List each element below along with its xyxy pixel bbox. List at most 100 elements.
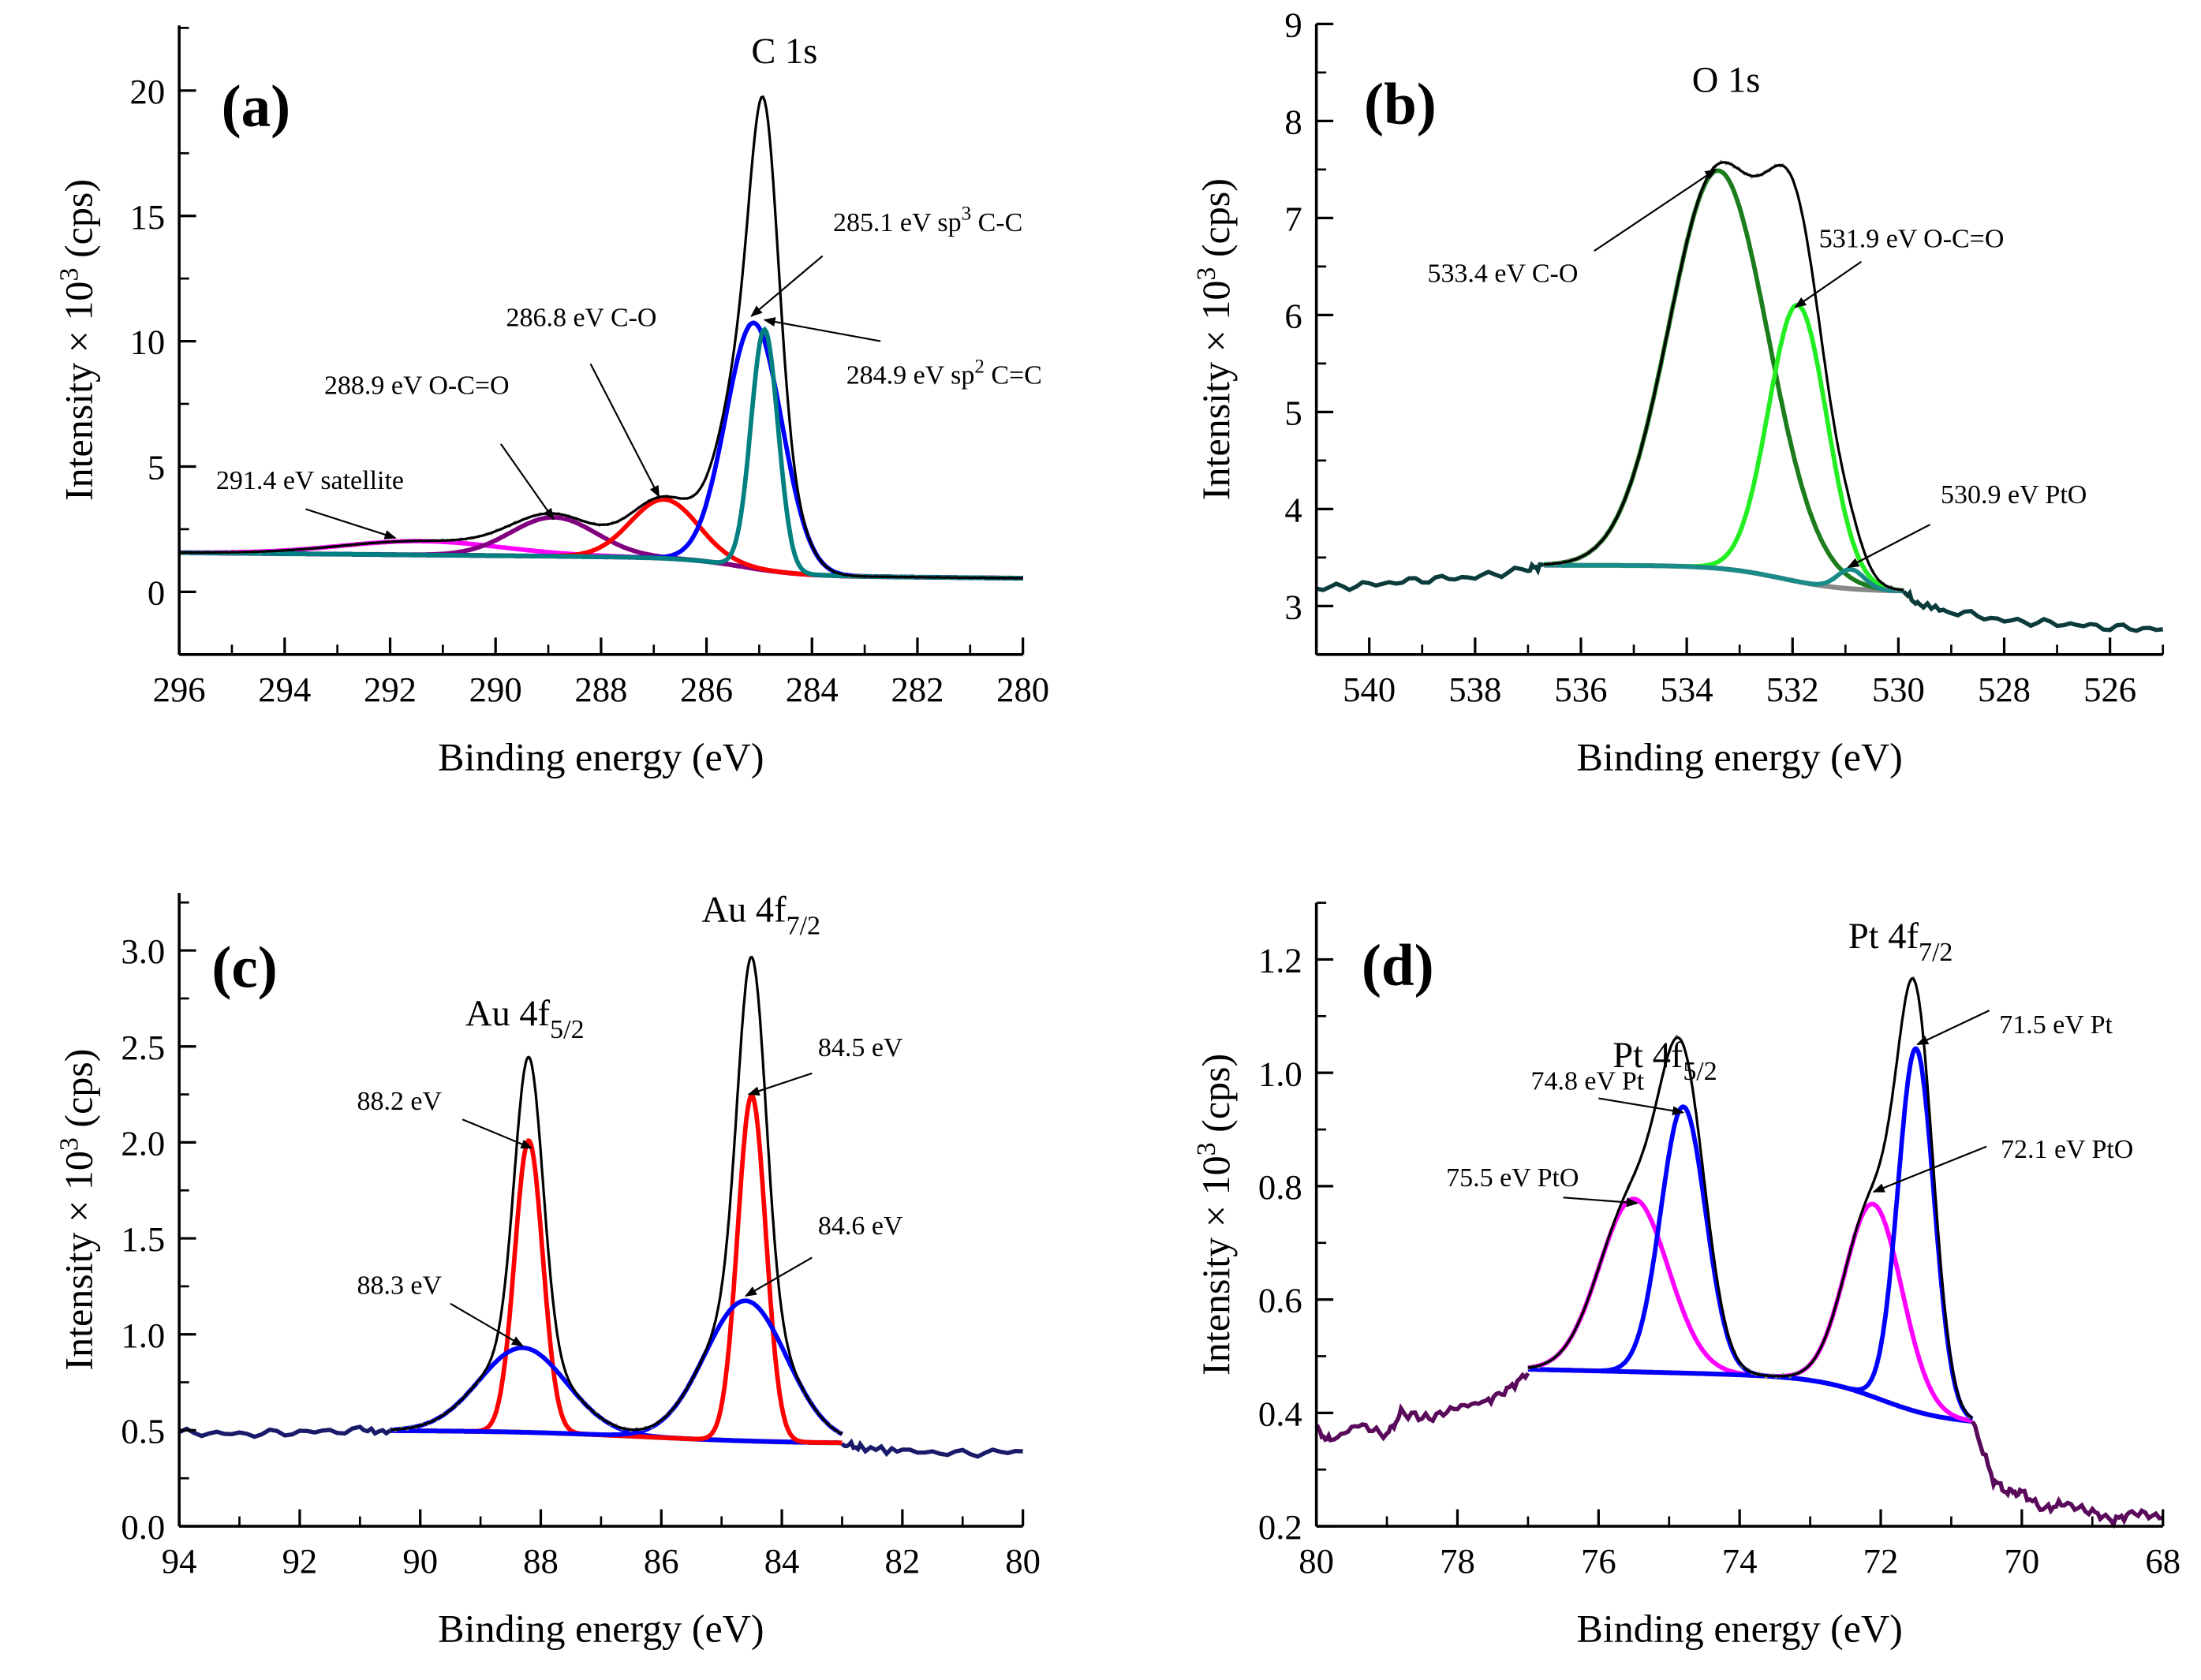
- panel-b: 540 538 536 534 532 530 528 526 3 4 5 6 7 8 9 Binding e…: [1192, 5, 2165, 778]
- x-tick-label: 288: [574, 670, 627, 709]
- y-axis-title-sup: 3: [54, 268, 84, 282]
- annotation-arrow: [450, 1302, 524, 1347]
- annotation-arrow: [1594, 168, 1717, 252]
- y-tick-label: 1.0: [121, 1316, 165, 1355]
- x-tick-label: 540: [1343, 670, 1396, 709]
- y-axis-title: Intensity × 103 (cps): [54, 179, 100, 501]
- annotation-label: 74.8 eV Pt: [1530, 1067, 1644, 1096]
- y-tick-label: 5: [1284, 393, 1302, 432]
- peak-subtitle-sub: 5/2: [550, 1015, 584, 1044]
- x-tick-label: 286: [680, 670, 733, 709]
- x-tick-label: 90: [402, 1541, 438, 1581]
- raw-data-line: [1527, 976, 1973, 1420]
- component-peak-3: [390, 1298, 843, 1437]
- y-tick-label: 3: [1284, 587, 1302, 626]
- annotation-part: 88.3 eV: [357, 1271, 442, 1301]
- x-tick-label: 536: [1554, 670, 1607, 709]
- annotation-part: 84.5 eV: [818, 1033, 903, 1062]
- x-axis-title: Binding energy (eV): [1576, 734, 1902, 778]
- x-tick-label: 282: [891, 670, 944, 709]
- y-tick-label: 1.5: [121, 1219, 165, 1259]
- y-axis-title-rest: (cps): [56, 179, 100, 268]
- y-axis-title: Intensity × 103 (cps): [1192, 1054, 1238, 1376]
- x-tick-label: 80: [1005, 1541, 1041, 1581]
- panel-a: 296 294 292 290 288 286 284 282 280 0 5 10 15 20 Bindi…: [54, 25, 1049, 778]
- y-axis-title-rest: (cps): [56, 1049, 100, 1138]
- peak-subtitle-base: Au 4f: [465, 994, 551, 1034]
- y-axis-title-base: Intensity × 10: [1194, 1155, 1238, 1376]
- y-tick-label: 9: [1284, 5, 1302, 44]
- peak-title: Au 4f7/2: [701, 890, 820, 941]
- x-tick-label: 290: [469, 670, 522, 709]
- y-tick-label: 0: [148, 573, 165, 612]
- annotation-part: C-C: [971, 208, 1022, 237]
- annotation-part: 2: [974, 356, 985, 377]
- x-tick-label: 86: [644, 1541, 679, 1581]
- y-tick-label: 2.5: [121, 1028, 165, 1067]
- annotation-arrow: [305, 508, 397, 539]
- x-tick-label: 72: [1863, 1541, 1899, 1581]
- component-peak-2: [390, 1092, 843, 1446]
- y-tick-label: 0.4: [1258, 1394, 1302, 1433]
- x-tick-label: 74: [1722, 1541, 1758, 1581]
- x-tick-label: 94: [162, 1541, 197, 1581]
- peak-title: Pt 4f7/2: [1848, 917, 1953, 967]
- peak-subtitle-sub: 5/2: [1683, 1057, 1717, 1086]
- annotation-label: 84.6 eV: [818, 1211, 903, 1241]
- data-tail-line-0: [1316, 561, 1545, 592]
- y-axis-title-base: Intensity × 10: [1194, 281, 1238, 501]
- annotation-label: 285.1 eV sp3 C-C: [833, 203, 1022, 237]
- annotation-arrow: [1598, 1097, 1685, 1116]
- panel-label: (c): [211, 935, 277, 1000]
- y-tick-label: 1.0: [1258, 1054, 1302, 1093]
- x-tick-label: 84: [764, 1541, 800, 1581]
- y-tick-label: 0.0: [121, 1507, 165, 1547]
- annotation-part: 88.2 eV: [357, 1087, 442, 1116]
- annotation-label: 84.5 eV: [818, 1033, 903, 1062]
- annotation-part: 71.5 eV Pt: [1999, 1010, 2113, 1040]
- y-tick-label: 4: [1284, 490, 1302, 529]
- x-tick-label: 80: [1299, 1541, 1334, 1581]
- envelope-line: [1527, 976, 1974, 1420]
- x-tick-label: 82: [884, 1541, 920, 1581]
- annotation-label: 533.4 eV C-O: [1427, 259, 1578, 289]
- y-axis-title: Intensity × 103 (cps): [1192, 178, 1238, 500]
- y-tick-label: 2.0: [121, 1123, 165, 1163]
- panel-d: 80 78 76 74 72 70 68 0.2 0.4 0.6 0.8 1.0 1.2 Binding …: [1192, 902, 2180, 1651]
- panel-label: (a): [222, 73, 291, 139]
- y-tick-label: 1.2: [1258, 941, 1302, 980]
- annotation-part: 74.8 eV Pt: [1530, 1067, 1644, 1096]
- annotation-label: 286.8 eV C-O: [506, 304, 657, 333]
- component-peak-2: [1543, 562, 1904, 594]
- y-axis-title-sup: 3: [1192, 267, 1221, 281]
- annotation-part: C=C: [985, 361, 1042, 390]
- annotation-label: 71.5 eV Pt: [1999, 1010, 2113, 1040]
- y-axis-title-sup: 3: [54, 1137, 84, 1151]
- annotation-part: 291.4 eV satellite: [216, 466, 404, 495]
- x-tick-label: 76: [1581, 1541, 1616, 1581]
- peak-title-sub: 7/2: [1919, 938, 1952, 967]
- peak-subtitle: Pt 4f5/2: [1612, 1036, 1717, 1086]
- data-tail-line-0: [178, 1424, 392, 1439]
- annotation-part: 75.5 eV PtO: [1446, 1163, 1579, 1193]
- x-tick-label: 538: [1448, 670, 1501, 709]
- annotation-arrow: [1794, 260, 1863, 308]
- annotation-arrow: [1563, 1197, 1639, 1208]
- panel-label: (b): [1364, 72, 1437, 137]
- raw-data-line: [178, 95, 1023, 581]
- annotation-part: 84.6 eV: [818, 1211, 903, 1241]
- y-tick-label: 0.8: [1258, 1167, 1302, 1207]
- peak-title-base: Au 4f: [701, 890, 787, 931]
- y-axis-title-base: Intensity × 10: [56, 282, 100, 502]
- annotation-arrow: [1847, 524, 1931, 569]
- data-tail-line-1: [1970, 1420, 2164, 1529]
- peak-subtitle-base: Pt 4f: [1612, 1036, 1683, 1076]
- annotation-arrow: [744, 1256, 813, 1297]
- annotation-arrow: [1916, 1010, 1990, 1046]
- x-tick-label: 88: [523, 1541, 559, 1581]
- data-tail-line-1: [1902, 588, 2163, 633]
- peak-title: O 1s: [1692, 60, 1761, 100]
- y-tick-label: 0.6: [1258, 1281, 1302, 1320]
- annotation-arrow: [589, 363, 660, 498]
